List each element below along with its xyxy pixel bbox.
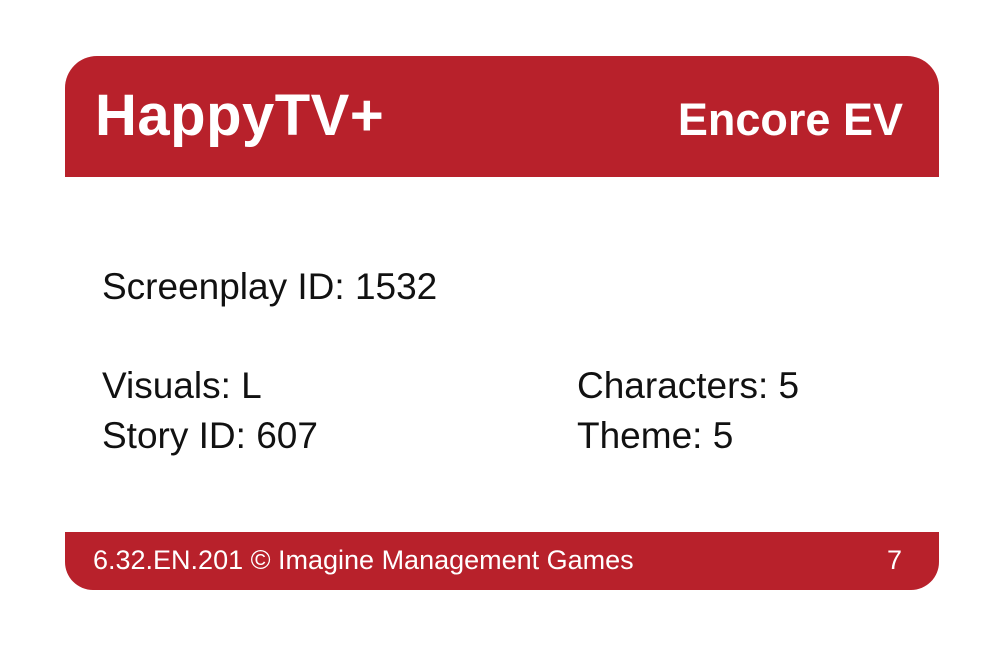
brand-logo: HappyTV+ (95, 83, 385, 148)
characters: Characters: 5 (577, 365, 800, 406)
card-number: 7 (886, 545, 902, 575)
card-title: Encore EV (677, 94, 903, 145)
card-header: HappyTV+ Encore EV (65, 56, 939, 177)
card-footer: 6.32.EN.201 © Imagine Management Games 7 (65, 532, 939, 590)
footer-text: 6.32.EN.201 © Imagine Management Games (93, 545, 634, 575)
theme: Theme: 5 (577, 415, 734, 456)
visuals: Visuals: L (102, 365, 262, 406)
screenplay-id: Screenplay ID: 1532 (102, 266, 438, 307)
story-id: Story ID: 607 (102, 415, 318, 456)
